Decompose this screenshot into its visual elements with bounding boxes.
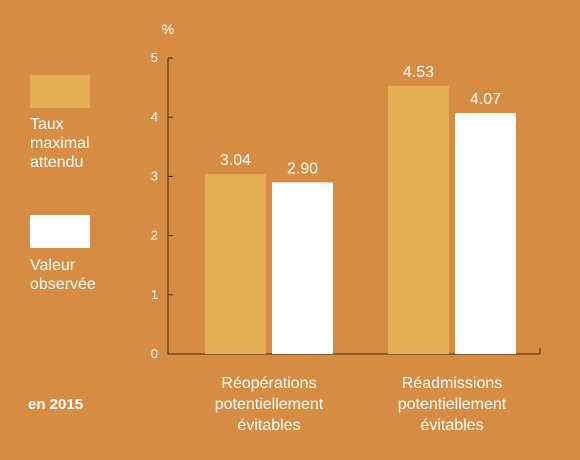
category-label: Réopérations	[221, 375, 316, 392]
bar-taux-maximal	[388, 85, 449, 354]
legend-line: attendu	[30, 154, 84, 171]
category-label: potentiellement	[398, 396, 507, 413]
legend-line: observée	[30, 276, 96, 293]
legend-label-taux-maximal: Taux maximal attendu	[30, 115, 140, 172]
bar-value-label: 4.07	[470, 91, 501, 108]
y-tick-label: 4	[151, 109, 158, 124]
legend-swatch-valeur-observee	[30, 215, 90, 248]
y-tick-label: 5	[151, 50, 158, 65]
legend-swatch-taux-maximal	[30, 75, 90, 108]
bar-value-label: 3.04	[220, 152, 251, 169]
bar-taux-maximal	[205, 174, 266, 354]
bar-value-label: 4.53	[403, 64, 434, 81]
category-label: évitables	[420, 417, 483, 434]
y-tick-label: 3	[151, 168, 158, 183]
legend-label-valeur-observee: Valeur observée	[30, 256, 140, 294]
legend-line: Valeur	[30, 257, 76, 274]
legend-line: Taux	[30, 116, 64, 133]
bar-value-label: 2.90	[287, 160, 318, 177]
bar-valeur-observee	[272, 182, 333, 354]
category-label: évitables	[237, 417, 300, 434]
y-tick-label: 2	[151, 228, 158, 243]
category-label: Réadmissions	[402, 375, 502, 392]
bar-valeur-observee	[455, 113, 516, 354]
year-note: en 2015	[28, 396, 84, 413]
y-tick-label: 0	[151, 346, 158, 361]
y-axis-unit-label: %	[162, 21, 174, 37]
legend-line: maximal	[30, 135, 90, 152]
y-tick-label: 1	[151, 287, 158, 302]
category-label: potentiellement	[215, 396, 324, 413]
